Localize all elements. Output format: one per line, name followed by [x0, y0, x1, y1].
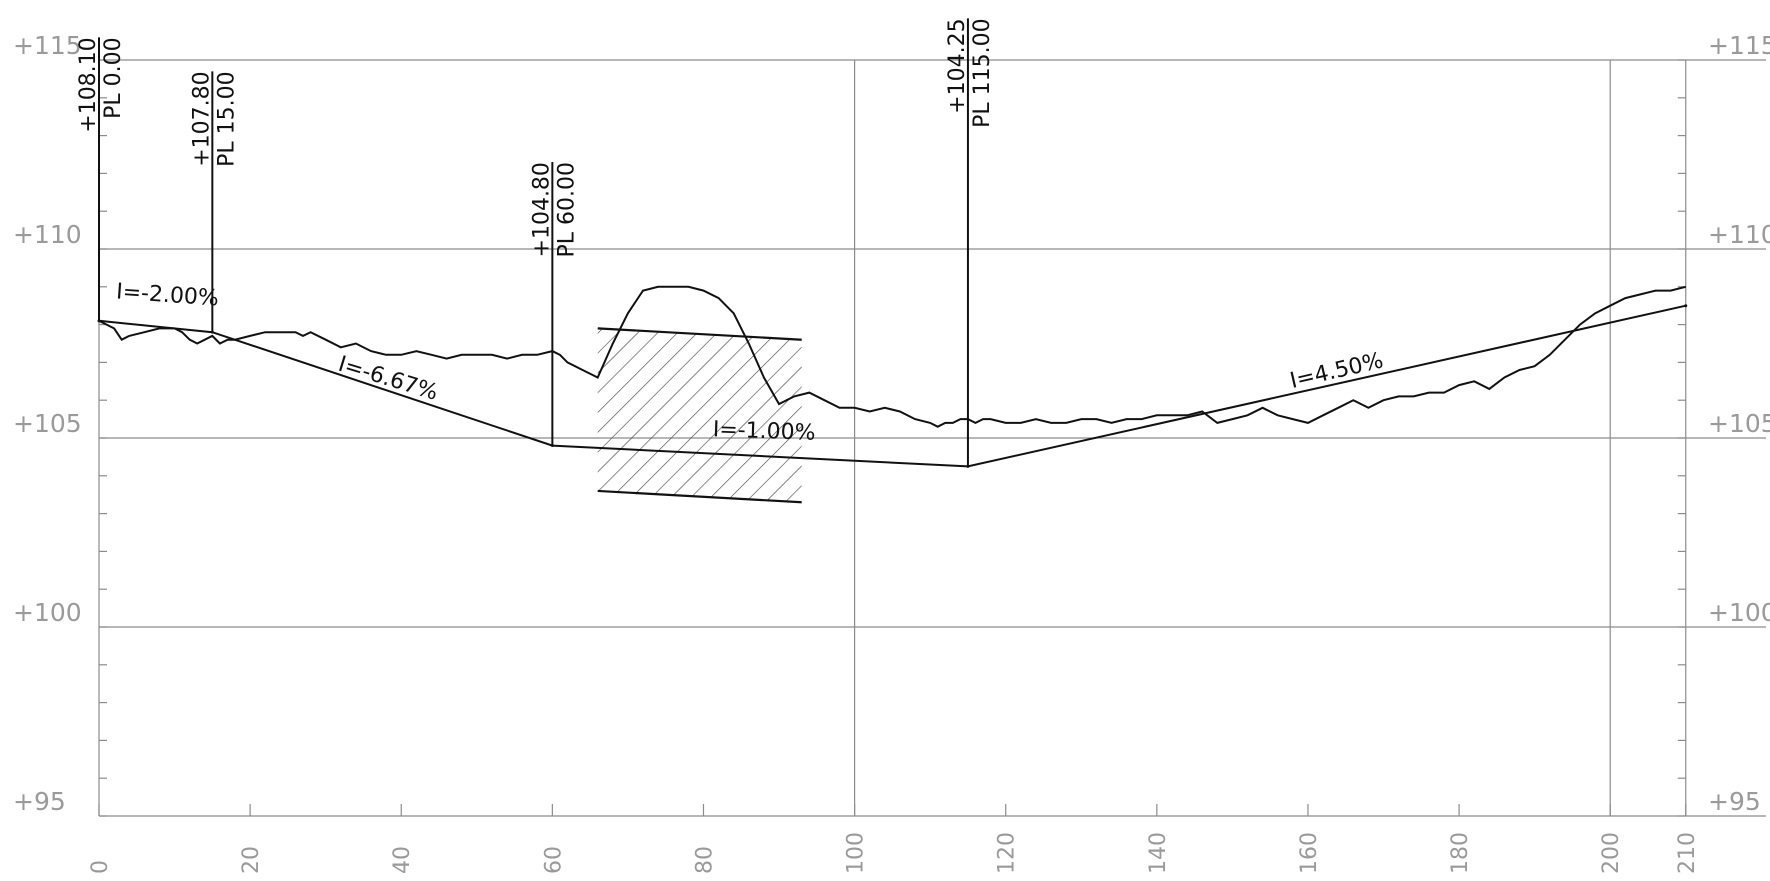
- y-tick-label-right: +105: [1708, 409, 1770, 438]
- y-tick-label-left: +110: [13, 220, 82, 249]
- x-tick-label: 180: [1448, 832, 1473, 874]
- x-tick-label: 80: [692, 846, 717, 874]
- station-pl-label: PL 15.00: [214, 71, 239, 167]
- slope-label: I=-2.00%: [115, 279, 219, 311]
- x-tick-label: 200: [1599, 832, 1624, 874]
- y-tick-label-right: +115: [1708, 31, 1770, 60]
- y-tick-label-right: +95: [1708, 787, 1761, 816]
- y-tick-label-left: +100: [13, 598, 82, 627]
- grade-vertex-point: [1684, 304, 1688, 308]
- station-elevation-label: +104.80: [529, 162, 554, 257]
- x-tick-label: 210: [1675, 832, 1700, 874]
- hatch-fill: [597, 328, 802, 503]
- station-markers: +108.10 PL 0.00 +107.80 PL 15.00 +104.80 PL 6…: [76, 18, 995, 467]
- grid-layer: [98, 59, 1766, 817]
- cut-top-line: [597, 327, 802, 341]
- y-tick-label-left: +115: [13, 31, 82, 60]
- hatched-cut-region: [597, 327, 802, 504]
- grade-line-layer: [97, 304, 1688, 468]
- station-pl-label: PL 115.00: [970, 18, 995, 128]
- cut-bottom-line: [597, 489, 802, 504]
- y-tick-label-right: +110: [1708, 220, 1770, 249]
- y-tick-label-right: +100: [1708, 598, 1770, 627]
- station-pl-label: PL 0.00: [101, 37, 126, 119]
- x-tick-label: 60: [541, 846, 566, 874]
- slope-label: I=-1.00%: [712, 417, 816, 446]
- x-tick-label: 140: [1146, 832, 1171, 874]
- x-tick-label: 120: [995, 832, 1020, 874]
- slope-label: I=-6.67%: [335, 352, 441, 406]
- grade-line: [98, 304, 1687, 468]
- x-tick-label: 40: [390, 846, 415, 874]
- station-elevation-label: +104.25: [945, 18, 970, 113]
- station-elevation-label: +107.80: [189, 71, 214, 166]
- ground-line-layer: [98, 285, 1687, 428]
- station-pl-label: PL 60.00: [554, 162, 579, 258]
- y-tick-label-left: +95: [13, 787, 66, 816]
- y-tick-labels: +95 +95 +100 +100 +105 +105 +110 +110 +115 +115: [13, 31, 1770, 816]
- x-tick-label: 100: [844, 832, 869, 874]
- x-tick-label: 0: [88, 860, 113, 874]
- slope-label: I=4.50%: [1288, 348, 1386, 394]
- ground-line: [98, 285, 1687, 428]
- x-tick-label: 20: [239, 846, 264, 874]
- x-tick-labels: 0 20 40 60 80 100 120 140 160 180 200 210: [88, 832, 1700, 874]
- y-tick-label-left: +105: [13, 409, 82, 438]
- station-elevation-label: +108.10: [76, 37, 101, 132]
- x-tick-label: 160: [1297, 832, 1322, 874]
